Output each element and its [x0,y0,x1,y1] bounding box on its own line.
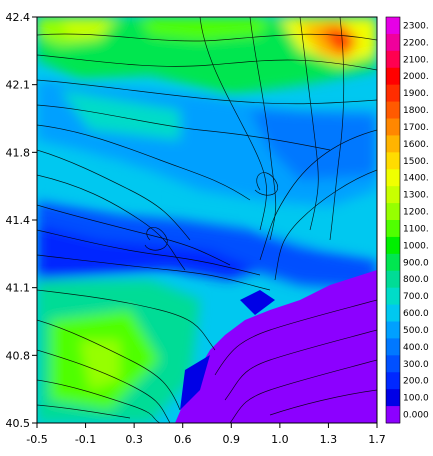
colorbar-label: 1400. [403,174,429,184]
colorbar-swatch [386,101,400,119]
streamlines [37,17,377,423]
colorbar-swatch [386,304,400,322]
colorbar-label: 2000. [403,72,429,82]
colorbar-swatch [386,372,400,390]
colorbar-swatch [386,389,400,407]
x-tick-label: 0.6 [174,433,192,446]
colorbar-label: 1800. [403,106,429,116]
y-tick-label: 41.4 [6,214,31,227]
x-tick-label: -0.1 [75,433,96,446]
elevation-field [37,17,377,423]
colorbar-label: 0.000 [403,411,429,421]
colorbar-label: 1600. [403,140,429,150]
colorbar-label: 500.0 [403,326,429,336]
x-tick-label: 1.7 [368,433,386,446]
colorbar-swatch [386,50,400,69]
y-tick-label: 42.1 [6,79,31,92]
colorbar-swatch [386,270,400,289]
colorbar-swatch [386,220,400,238]
colorbar-swatch [386,287,400,306]
colorbar-label: 100.0 [403,394,429,404]
colorbar-label: 1500. [403,157,429,167]
colorbar-swatch [386,135,400,153]
colorbar-swatch [386,17,400,35]
colorbar-label: 900.0 [403,258,429,268]
colorbar-swatch [386,118,400,136]
colorbar-label: 2100. [403,55,429,65]
colorbar-label: 1000. [403,241,429,251]
colorbar-label: 600.0 [403,309,429,319]
y-tick-label: 40.8 [6,349,31,362]
colorbar-swatch [386,186,400,204]
x-tick-label: 1.3 [320,433,338,446]
colorbar-frame [385,16,401,424]
colorbar-swatch [386,169,400,187]
colorbar-swatch [386,338,400,356]
colorbar-swatch [386,253,400,272]
colorbar-swatch [386,203,400,221]
colorbar-label: 700.0 [403,292,429,302]
colorbar-swatch [386,67,400,86]
colorbar-label: 1100. [403,224,429,234]
colorbar-swatch [386,406,400,424]
y-tick-label: 42.4 [6,11,31,24]
x-tick-label: 0.3 [125,433,143,446]
elevation-colorbar: 2300. 2200. 2100. 2000. 1900. 1800. 1700. 1600.… [385,16,429,424]
colorbar-swatch [386,152,400,170]
y-axis: 42.4 42.1 41.8 41.4 41.1 40.8 40.5 [6,11,37,430]
colorbar-label: 1200. [403,208,429,218]
colorbar-swatch [386,236,400,255]
colorbar-swatch [386,33,400,52]
colorbar-label: 2200. [403,38,429,48]
colorbar-label: 1300. [403,191,429,201]
colorbar-label: 1900. [403,89,429,99]
colorbar-swatch [386,321,400,339]
colorbar-label: 400.0 [403,343,429,353]
colorbar-swatch [386,84,400,103]
colorbar-label: 300.0 [403,360,429,370]
x-tick-label: 1.0 [271,433,289,446]
colorbar-swatch [386,355,400,373]
colorbar-label: 2300. [403,21,429,31]
x-tick-label: -0.5 [26,433,47,446]
x-tick-label: 0.9 [223,433,241,446]
colorbar-label: 1700. [403,123,429,133]
y-tick-label: 41.1 [6,282,31,295]
colorbar-label: 800.0 [403,275,429,285]
y-tick-label: 41.8 [6,146,31,159]
x-axis: -0.5 -0.1 0.3 0.6 0.9 1.0 1.3 1.7 [26,423,386,446]
y-tick-label: 40.5 [6,417,31,430]
colorbar-label: 200.0 [403,377,429,387]
